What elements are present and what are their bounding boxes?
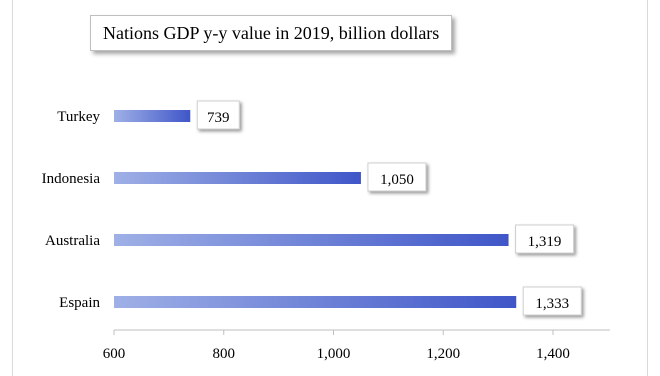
data-label: 1,333 [535,296,569,312]
data-label-box [196,100,240,130]
bar [114,296,517,308]
x-tick-label: 600 [103,346,126,362]
x-tick-label: 800 [213,346,236,362]
plot-area: 600 800 1,000 1,200 1,400 Turkey 739 Indonesia 1… [42,100,610,362]
bar [114,110,191,122]
x-tick-label: 1,200 [426,346,460,362]
category-label: Turkey [57,109,100,125]
chart-title: Nations GDP y-y value in 2019, billion d… [90,15,453,51]
x-tick-label: 1,000 [317,346,351,362]
data-label: 1,319 [528,234,562,250]
category-label: Australia [45,233,100,249]
bar [114,234,509,246]
data-label: 739 [207,110,230,126]
data-label-box [522,286,582,316]
data-label: 1,050 [380,172,414,188]
x-tick-label: 1,400 [536,346,570,362]
data-label-box [367,162,427,192]
data-label-box [515,224,575,254]
category-label: Espain [59,295,100,311]
bar [114,172,361,184]
category-label: Indonesia [42,171,101,187]
